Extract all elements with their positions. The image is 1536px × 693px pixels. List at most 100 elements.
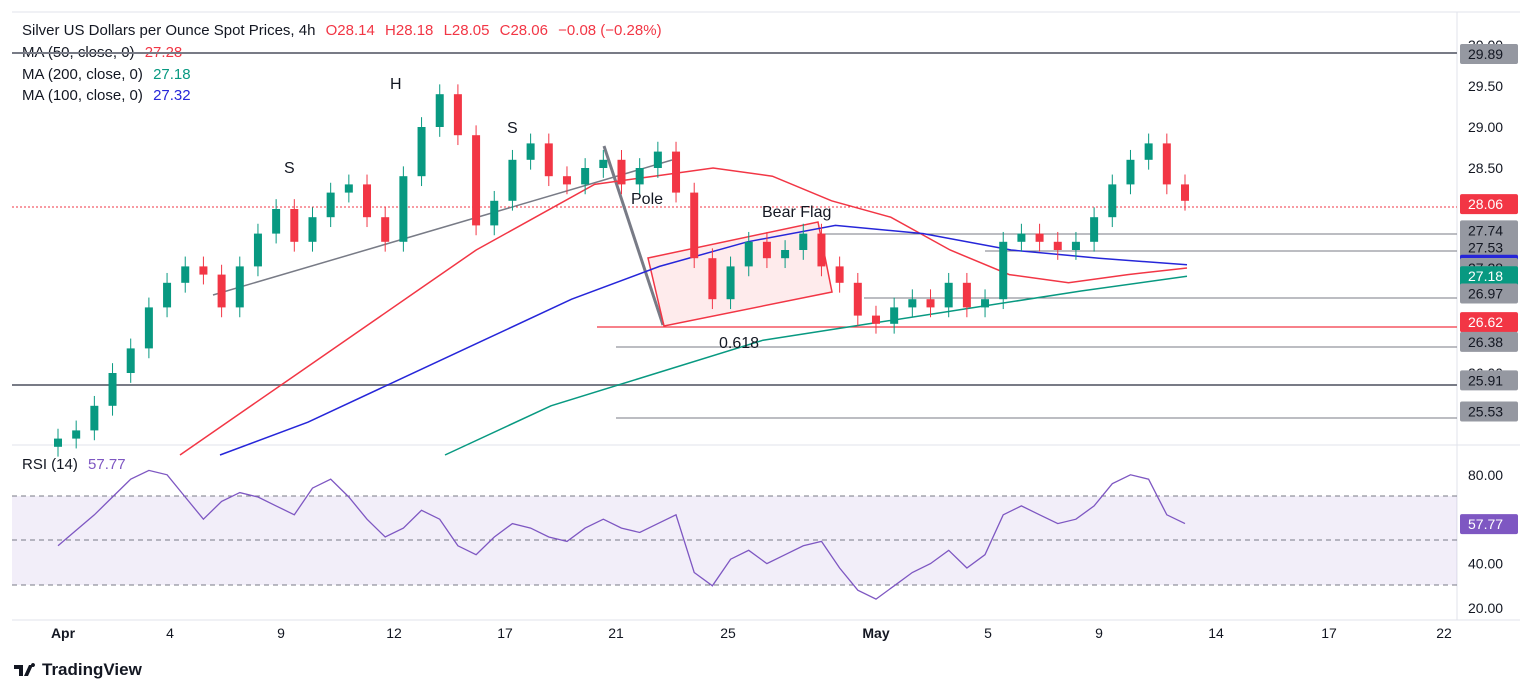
x-tick-label: 25 — [720, 625, 736, 641]
svg-text:27.53: 27.53 — [1468, 240, 1503, 256]
candle-body — [562, 176, 571, 185]
candle-body — [1126, 159, 1135, 185]
candle-body — [453, 94, 462, 136]
bear-flag — [647, 221, 833, 327]
x-tick-label: 14 — [1208, 625, 1224, 641]
candle-body — [981, 299, 990, 308]
candle-body — [726, 266, 735, 300]
price-tag: 26.62 — [1460, 312, 1518, 333]
candle-body — [617, 159, 626, 185]
ma100-value: 27.32 — [153, 87, 191, 104]
brand-text: TradingView — [42, 660, 142, 679]
svg-text:25.91: 25.91 — [1468, 372, 1503, 388]
candle-body — [1181, 184, 1189, 201]
label-head: H — [390, 76, 402, 93]
rsi-tick-label: 40.00 — [1468, 556, 1503, 572]
candle-body — [54, 438, 62, 447]
candle-body — [144, 307, 153, 349]
candle-body — [672, 151, 681, 193]
candle-body — [1144, 143, 1153, 160]
candle-body — [181, 266, 190, 283]
ma100-line — [219, 224, 1188, 456]
ohlc-close: C28.06 — [499, 22, 548, 39]
rsi-line — [57, 469, 1186, 600]
candle-body — [1071, 241, 1080, 250]
x-tick-label: May — [862, 625, 889, 641]
ma200-value: 27.18 — [153, 66, 191, 83]
label-fib: 0.618 — [719, 335, 759, 352]
candle-body — [962, 282, 971, 308]
candle-body — [944, 282, 953, 308]
candle-body — [708, 258, 717, 300]
tradingview-logo-icon — [14, 663, 35, 676]
candle-body — [308, 217, 317, 242]
x-tick-label: 4 — [166, 625, 174, 641]
label-pole: Pole — [631, 191, 663, 208]
candle-body — [253, 233, 262, 267]
candle-body — [526, 143, 535, 160]
candle-body — [1108, 184, 1117, 218]
ohlc-open: O28.14 — [325, 22, 375, 39]
price-tag: 29.89 — [1460, 44, 1518, 65]
legend-ma200[interactable]: MA (200, close, 0) 27.18 — [22, 66, 197, 83]
candle-body — [744, 241, 753, 267]
x-tick-label: Apr — [51, 625, 76, 641]
rsi-label: RSI (14) — [22, 456, 78, 473]
svg-text:27.18: 27.18 — [1468, 268, 1503, 284]
svg-text:27.74: 27.74 — [1468, 222, 1503, 238]
label-left-shoulder: S — [284, 160, 295, 177]
svg-text:26.97: 26.97 — [1468, 285, 1503, 301]
candle-body — [581, 168, 590, 185]
candle-body — [217, 274, 226, 308]
candle-body — [781, 250, 790, 259]
ma50-line — [179, 167, 1188, 456]
x-tick-label: 22 — [1436, 625, 1452, 641]
svg-text:28.06: 28.06 — [1468, 196, 1503, 212]
neckline — [212, 159, 673, 296]
candle-body — [163, 282, 172, 308]
y-tick-label: 29.50 — [1468, 78, 1503, 94]
price-tag: 27.18 — [1460, 266, 1518, 287]
x-tick-label: 21 — [608, 625, 624, 641]
candle-body — [235, 266, 244, 308]
rsi-tag: 57.77 — [1460, 514, 1518, 535]
x-tick-label: 12 — [386, 625, 402, 641]
candle-body — [853, 282, 862, 316]
candle-body — [490, 200, 499, 226]
candle-body — [908, 299, 917, 308]
candle-body — [762, 241, 771, 259]
candle-body — [126, 348, 135, 373]
candle-body — [1090, 217, 1099, 242]
svg-text:57.77: 57.77 — [1468, 516, 1503, 532]
candle-body — [435, 94, 444, 127]
x-tick-label: 17 — [497, 625, 513, 641]
chart-legend-title: Silver US Dollars per Ounce Spot Prices,… — [22, 22, 668, 39]
price-tag: 25.91 — [1460, 370, 1518, 391]
legend-ma100[interactable]: MA (100, close, 0) 27.32 — [22, 87, 197, 104]
svg-text:26.38: 26.38 — [1468, 334, 1503, 350]
candle-body — [508, 159, 517, 201]
tradingview-logo[interactable]: TradingView — [12, 660, 142, 680]
rsi-tick-label: 20.00 — [1468, 600, 1503, 616]
svg-text:26.62: 26.62 — [1468, 314, 1503, 330]
candle-body — [690, 192, 699, 259]
x-tick-label: 5 — [984, 625, 992, 641]
candle-body — [108, 373, 117, 406]
candle-body — [272, 209, 281, 234]
candle-body — [817, 233, 826, 267]
svg-text:25.53: 25.53 — [1468, 404, 1503, 420]
candle-body — [835, 266, 844, 283]
label-right-shoulder: S — [507, 120, 518, 137]
candle-body — [90, 405, 99, 431]
legend-rsi[interactable]: RSI (14) 57.77 — [22, 456, 132, 473]
candle-body — [326, 192, 335, 218]
candle-body — [635, 168, 644, 185]
candle-body — [544, 143, 553, 177]
ma100-label: MA (100, close, 0) — [22, 87, 143, 104]
x-tick-label: 9 — [1095, 625, 1103, 641]
price-tag: 27.53 — [1460, 237, 1518, 258]
svg-text:29.89: 29.89 — [1468, 46, 1503, 62]
candle-body — [399, 176, 408, 242]
candle-body — [1053, 241, 1062, 250]
